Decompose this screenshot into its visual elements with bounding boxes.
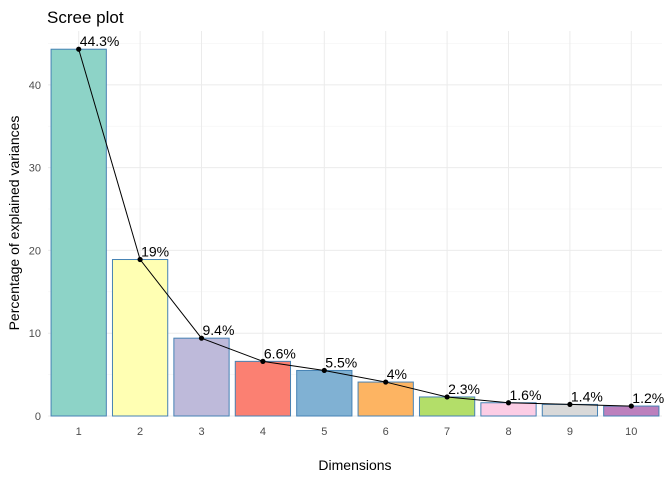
point-2 bbox=[137, 256, 143, 263]
point-5 bbox=[321, 367, 327, 374]
x-tick-label: 6 bbox=[383, 426, 389, 438]
point-8 bbox=[505, 400, 512, 406]
data-label-4: 6.6% bbox=[264, 345, 296, 361]
bar-5 bbox=[296, 369, 353, 417]
x-tick-label: 2 bbox=[137, 426, 143, 438]
point-3 bbox=[198, 335, 205, 341]
x-tick-label: 5 bbox=[321, 426, 327, 438]
y-axis-title: Percentage of explained variances bbox=[6, 116, 22, 331]
point-6 bbox=[383, 379, 389, 385]
explained-variance-line bbox=[78, 49, 632, 407]
point-10 bbox=[628, 403, 634, 409]
chart-title: Scree plot bbox=[47, 8, 124, 27]
x-tick-label: 3 bbox=[198, 426, 204, 438]
x-tick-label: 9 bbox=[567, 426, 573, 438]
bar-series bbox=[50, 48, 660, 417]
y-tick-label: 30 bbox=[29, 163, 41, 175]
data-label-10: 1.2% bbox=[632, 390, 664, 406]
bar-2 bbox=[111, 259, 169, 417]
data-label-group: 44.3% 19% 9.4% 6.6% 5.5% 4% 2.3% 1.6% 1.4% 1.2% bbox=[80, 33, 665, 406]
data-label-3: 9.4% bbox=[203, 322, 235, 338]
point-series bbox=[76, 46, 634, 409]
y-tick-label: 0 bbox=[35, 411, 41, 423]
x-tick-label: 10 bbox=[625, 426, 637, 438]
data-label-7: 2.3% bbox=[448, 381, 480, 397]
point-4 bbox=[260, 358, 266, 364]
y-tick-label: 10 bbox=[29, 328, 41, 340]
bar-1 bbox=[50, 48, 107, 417]
y-tick-label: 20 bbox=[29, 245, 41, 257]
data-label-6: 4% bbox=[387, 366, 407, 382]
x-axis-title: Dimensions bbox=[318, 457, 391, 473]
x-tick-label: 4 bbox=[260, 426, 266, 438]
data-label-8: 1.6% bbox=[510, 387, 542, 403]
point-9 bbox=[567, 401, 573, 408]
x-tick-label: 1 bbox=[76, 426, 82, 438]
bar-3 bbox=[173, 337, 230, 417]
point-7 bbox=[444, 394, 450, 400]
bar-6 bbox=[357, 381, 414, 417]
line-series bbox=[78, 49, 632, 407]
bar-4 bbox=[234, 360, 292, 417]
point-1 bbox=[76, 46, 82, 52]
x-axis-ticks: 1 2 3 4 5 6 7 8 9 10 bbox=[76, 426, 638, 438]
x-tick-label: 8 bbox=[505, 426, 511, 438]
y-tick-label: 40 bbox=[29, 80, 41, 92]
y-axis-ticks: 0 10 20 30 40 bbox=[29, 80, 41, 423]
data-label-5: 5.5% bbox=[325, 354, 357, 370]
data-label-2: 19% bbox=[141, 244, 169, 260]
x-tick-label: 7 bbox=[444, 426, 450, 438]
data-label-9: 1.4% bbox=[571, 388, 603, 404]
data-label-1: 44.3% bbox=[80, 33, 120, 49]
bar-7 bbox=[418, 396, 476, 417]
